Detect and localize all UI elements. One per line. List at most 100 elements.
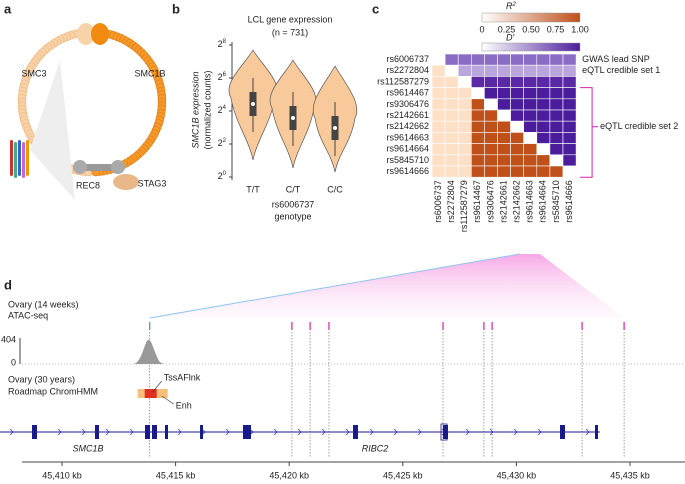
ld-cell <box>523 143 538 156</box>
rec8 <box>78 164 118 171</box>
ld-cell <box>549 120 564 133</box>
ld-cell <box>549 98 564 111</box>
ld-cell <box>510 154 525 167</box>
col-label: rs9614663 <box>525 180 535 223</box>
r2-label: R2 <box>506 1 517 11</box>
scale-label: 0 <box>11 357 16 367</box>
tick-exp: 6 <box>223 72 227 78</box>
median <box>251 102 255 106</box>
y-label: SMC1B expression <box>190 71 200 148</box>
track-label: Ovary (30 years) <box>8 374 75 384</box>
ld-cell <box>457 132 472 144</box>
strand-arrow <box>345 428 350 436</box>
ld-cell <box>510 143 525 156</box>
ld-cell <box>470 143 485 156</box>
ld-cell <box>510 64 525 77</box>
ld-cell <box>536 109 551 122</box>
ld-cell <box>444 98 459 111</box>
colorbar-tick: 0.25 <box>498 24 516 34</box>
ld-cell <box>484 87 498 100</box>
ld-cell <box>457 76 472 88</box>
ld-cell <box>562 143 577 156</box>
ld-cell <box>470 64 485 77</box>
ld-cell <box>484 64 498 77</box>
ld-cell <box>444 109 459 122</box>
ld-cell <box>470 109 485 122</box>
label: SMC3 <box>21 68 46 78</box>
title: LCL gene expression <box>248 14 333 24</box>
tick-exp: 8 <box>223 39 227 45</box>
col-label: rs2142661 <box>498 180 508 223</box>
x-label: genotype <box>274 211 311 221</box>
tick-base: 2 <box>218 39 223 49</box>
ld-cell <box>536 154 551 167</box>
y-tick-label: 28 <box>218 39 227 50</box>
panel-letter: b <box>172 1 180 16</box>
r2-colorbar <box>481 12 581 23</box>
ld-cell <box>549 109 564 122</box>
ld-cell <box>431 154 446 167</box>
exon <box>560 425 565 439</box>
ld-cell <box>536 87 551 100</box>
tick-exp: 0 <box>223 171 227 177</box>
ld-cell <box>510 165 525 178</box>
ld-cell <box>497 109 511 122</box>
ld-cell <box>470 53 485 66</box>
ld-cell <box>497 76 511 88</box>
strand-arrow <box>297 428 302 436</box>
ld-cell <box>510 53 525 66</box>
exon <box>443 425 448 439</box>
label: SMC1B <box>134 68 165 78</box>
tick-base: 2 <box>218 72 223 82</box>
x-tick-label: 45,420 kb <box>269 470 309 480</box>
ld-cell <box>562 154 577 167</box>
ld-cell <box>431 120 446 133</box>
tick-exp: 4 <box>223 105 227 111</box>
ld-cell <box>562 132 577 144</box>
y-tick-label: 20 <box>218 171 227 182</box>
track-label: Ovary (14 weeks) <box>8 299 79 309</box>
tick-base: 2 <box>218 171 223 181</box>
exon <box>95 425 99 439</box>
colorbar-tick: 0.75 <box>547 24 565 34</box>
strand-arrow <box>417 428 422 436</box>
ld-cell <box>457 109 472 122</box>
strand-arrow <box>81 428 86 436</box>
col-label: rs5845710 <box>551 180 561 223</box>
ld-cell <box>523 53 538 66</box>
ld-cell <box>484 53 498 66</box>
strand-arrow <box>321 428 326 436</box>
smc3-head <box>77 23 95 45</box>
label: STAG3 <box>138 178 167 188</box>
ld-cell <box>510 109 525 122</box>
ld-cell <box>562 165 577 178</box>
exon-box <box>440 423 448 441</box>
ld-cell <box>457 120 472 133</box>
ld-cell <box>470 76 485 88</box>
ld-cell <box>523 165 538 178</box>
colorbar-tick: 0 <box>479 24 484 34</box>
ld-cell <box>523 154 538 167</box>
zoom-cone <box>30 60 75 200</box>
ld-cell <box>457 165 472 178</box>
ld-cell <box>536 165 551 178</box>
ld-cell <box>549 87 564 100</box>
chromosome <box>22 142 25 178</box>
ld-cell <box>562 109 577 122</box>
ld-cell <box>562 98 577 111</box>
median <box>291 116 295 120</box>
exon <box>32 425 37 439</box>
ld-cell <box>484 154 498 167</box>
strand-arrow <box>465 428 470 436</box>
ld-cell <box>431 165 446 178</box>
strand-arrow <box>513 428 518 436</box>
row-label: rs9306476 <box>386 99 429 109</box>
ld-cell <box>549 154 564 167</box>
exon <box>165 425 168 439</box>
gene-label: SMC1B <box>72 443 103 453</box>
ld-cell <box>536 98 551 111</box>
tick-base: 2 <box>218 105 223 115</box>
x-tick-label: 45,410 kb <box>42 470 82 480</box>
x-tick-label: 45,435 kb <box>610 470 650 480</box>
ld-cell <box>562 53 577 66</box>
